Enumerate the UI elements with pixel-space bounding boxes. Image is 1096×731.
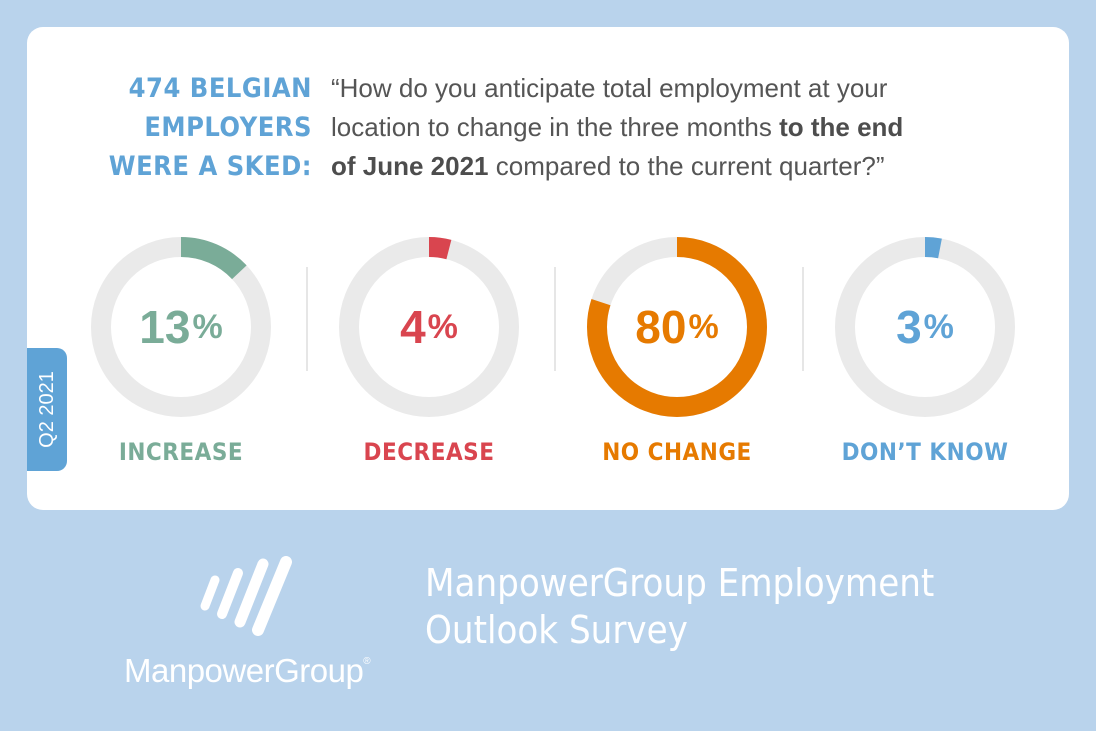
- value-number-increase: 13: [139, 301, 191, 353]
- survey-title-line-2: Outlook Survey: [425, 608, 688, 652]
- divider-2: [554, 267, 556, 371]
- question-line-2: location to change in the three months t…: [331, 112, 904, 142]
- category-label-don-t-know: DON’T KNOW: [841, 438, 1009, 466]
- donut-no-change: 80%: [577, 227, 777, 427]
- brand-wordmark: ManpowerGroup®: [124, 652, 371, 689]
- value-unit-no-change: %: [688, 307, 719, 346]
- donut-increase: 13%: [81, 227, 281, 427]
- manpowergroup-logo-icon: [200, 556, 292, 636]
- divider-1: [306, 267, 308, 371]
- respondents-heading: 474 BELGIAN EMPLOYERS WERE A SKED:: [87, 69, 312, 186]
- value-number-decrease: 4: [400, 301, 426, 353]
- survey-card: 474 BELGIAN EMPLOYERS WERE A SKED: “How …: [27, 27, 1069, 510]
- survey-question: “How do you anticipate total employment …: [331, 69, 991, 186]
- value-unit-decrease: %: [427, 307, 458, 346]
- value-number-no-change: 80: [635, 301, 687, 353]
- donut-svg-don-t-know: [835, 237, 1015, 417]
- quarter-tab: Q2 2021: [27, 348, 67, 471]
- value-label-don-t-know: 3%: [825, 227, 1025, 427]
- donut-svg-decrease: [339, 237, 519, 417]
- value-unit-don-t-know: %: [923, 307, 954, 346]
- value-label-increase: 13%: [81, 227, 281, 427]
- donut-svg-no-change: [587, 237, 767, 417]
- respondents-line-2: EMPLOYERS: [144, 112, 312, 143]
- value-unit-increase: %: [192, 307, 223, 346]
- survey-title-line-1: ManpowerGroup Employment: [425, 561, 935, 605]
- category-label-no-change: NO CHANGE: [602, 438, 752, 466]
- quarter-tab-label: Q2 2021: [35, 371, 58, 448]
- divider-3: [802, 267, 804, 371]
- question-line-3: of June 2021 compared to the current qua…: [331, 151, 885, 181]
- donut-slice-decrease: [339, 237, 519, 417]
- donut-svg-increase: [91, 237, 271, 417]
- donut-slice-no-change: [587, 237, 767, 417]
- category-label-increase: INCREASE: [118, 438, 244, 466]
- donut-slice-don-t-know: [835, 237, 1015, 417]
- donut-slice-increase: [91, 237, 271, 417]
- donut-don-t-know: 3%: [825, 227, 1025, 427]
- donut-decrease: 4%: [329, 227, 529, 427]
- category-label-decrease: DECREASE: [363, 438, 495, 466]
- survey-title: ManpowerGroup Employment Outlook Survey: [425, 560, 1065, 654]
- respondents-line-1: 474 BELGIAN: [128, 73, 312, 104]
- value-label-no-change: 80%: [577, 227, 777, 427]
- value-label-decrease: 4%: [329, 227, 529, 427]
- respondents-line-3: WERE A SKED:: [108, 151, 312, 182]
- value-number-don-t-know: 3: [896, 301, 922, 353]
- question-line-1: “How do you anticipate total employment …: [331, 73, 888, 103]
